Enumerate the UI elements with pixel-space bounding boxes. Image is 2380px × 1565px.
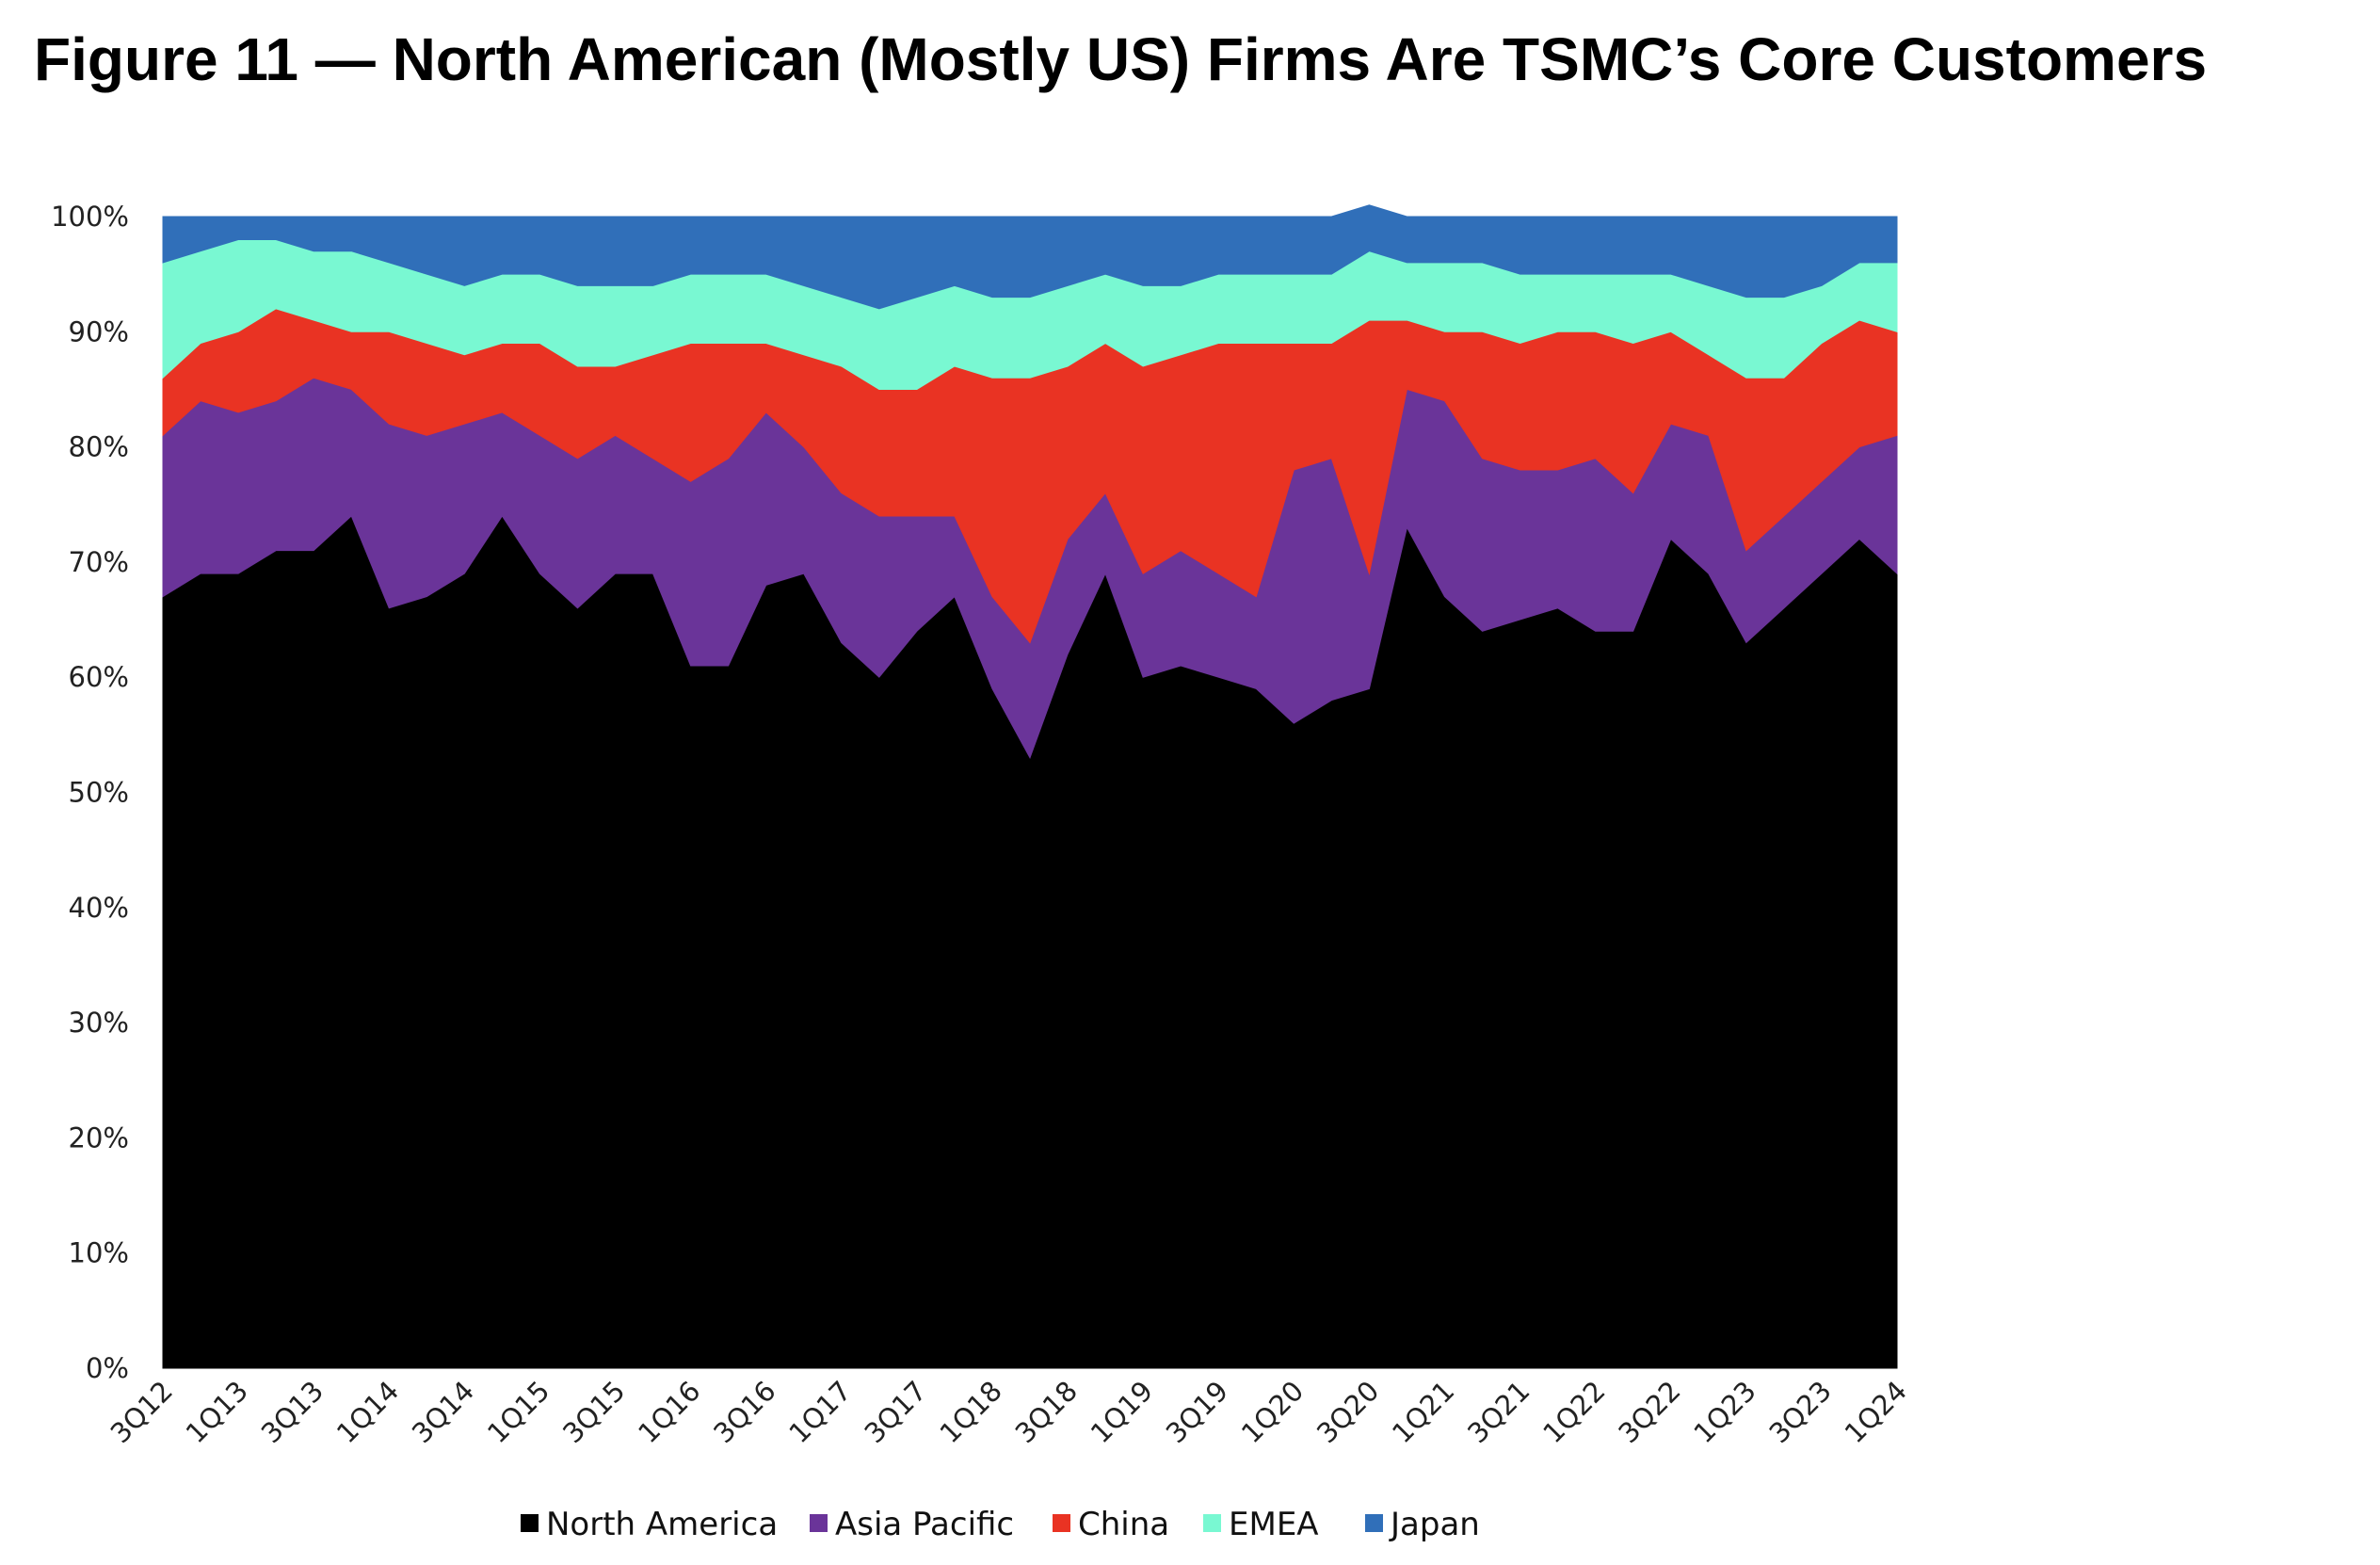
x-tick-label: 3Q18 — [1009, 1375, 1084, 1449]
y-tick-label: 10% — [69, 1237, 129, 1269]
x-tick-label: 3Q17 — [858, 1375, 932, 1449]
y-tick-label: 100% — [51, 201, 129, 233]
y-tick-label: 0% — [86, 1352, 129, 1384]
page-title: Figure 11 — North American (Mostly US) F… — [34, 25, 2208, 93]
x-tick-label: 1Q24 — [1839, 1375, 1913, 1449]
x-tick-label: 1Q13 — [180, 1375, 254, 1449]
x-tick-label: 1Q22 — [1536, 1375, 1611, 1449]
x-tick-label: 3Q14 — [406, 1375, 480, 1449]
x-tick-label: 1Q14 — [330, 1375, 405, 1449]
x-tick-label: 3Q23 — [1763, 1375, 1838, 1449]
x-tick-label: 3Q16 — [707, 1375, 781, 1449]
area-series-group — [162, 204, 1898, 1369]
legend-swatch-north-america — [521, 1514, 539, 1532]
legend-label-asia-pacific: Asia Pacific — [835, 1506, 1014, 1543]
x-axis: 3Q12 1Q13 3Q13 1Q14 3Q14 1Q15 3Q15 1Q16 3Q16 1Q17… — [105, 1375, 1913, 1449]
y-tick-label: 30% — [69, 1007, 129, 1039]
x-tick-label: 1Q23 — [1687, 1375, 1761, 1449]
legend-swatch-china — [1053, 1514, 1070, 1532]
legend: North America Asia Pacific China EMEA Japan — [521, 1506, 1480, 1543]
x-tick-label: 3Q22 — [1612, 1375, 1686, 1449]
legend-label-emea: EMEA — [1229, 1506, 1319, 1543]
x-tick-label: 3Q19 — [1160, 1375, 1234, 1449]
y-axis: 0% 10% 20% 30% 40% 50% 60% 70% 80% 90% 100% — [51, 201, 129, 1384]
x-tick-label: 1Q19 — [1085, 1375, 1159, 1449]
y-tick-label: 50% — [69, 777, 129, 809]
x-tick-label: 3Q15 — [556, 1375, 631, 1449]
x-tick-label: 3Q20 — [1311, 1375, 1385, 1449]
legend-swatch-japan — [1365, 1514, 1383, 1532]
x-tick-label: 1Q17 — [782, 1375, 857, 1449]
legend-label-china: China — [1078, 1506, 1169, 1543]
y-tick-label: 90% — [69, 315, 129, 347]
legend-label-japan: Japan — [1389, 1506, 1480, 1543]
x-tick-label: 3Q12 — [105, 1375, 179, 1449]
x-tick-label: 1Q21 — [1386, 1375, 1460, 1449]
legend-swatch-emea — [1203, 1514, 1221, 1532]
x-tick-label: 3Q13 — [255, 1375, 330, 1449]
legend-swatch-asia-pacific — [810, 1514, 828, 1532]
y-tick-label: 20% — [69, 1121, 129, 1154]
legend-label-north-america: North America — [546, 1506, 778, 1543]
x-tick-label: 3Q21 — [1461, 1375, 1536, 1449]
y-tick-label: 80% — [69, 431, 129, 463]
area-japan — [162, 204, 1898, 310]
x-tick-label: 1Q20 — [1235, 1375, 1310, 1449]
y-tick-label: 40% — [69, 892, 129, 924]
y-tick-label: 60% — [69, 661, 129, 693]
x-tick-label: 1Q16 — [632, 1375, 706, 1449]
x-tick-label: 1Q18 — [934, 1375, 1008, 1449]
x-tick-label: 1Q15 — [481, 1375, 555, 1449]
y-tick-label: 70% — [69, 546, 129, 578]
